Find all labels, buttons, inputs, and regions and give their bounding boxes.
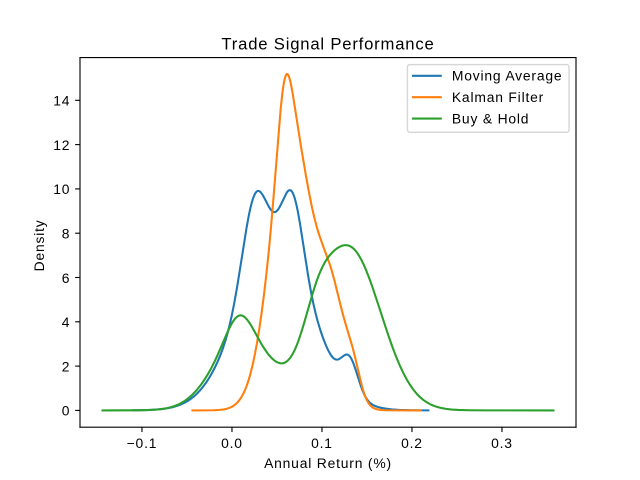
svg-text:Density: Density [31, 219, 47, 271]
svg-text:Moving Average: Moving Average [452, 68, 563, 84]
svg-text:6: 6 [62, 270, 71, 286]
svg-text:8: 8 [62, 225, 71, 241]
svg-text:14: 14 [53, 93, 70, 109]
svg-text:4: 4 [62, 314, 71, 330]
svg-text:0: 0 [62, 403, 71, 419]
svg-text:2: 2 [62, 358, 71, 374]
svg-text:0.0: 0.0 [221, 435, 243, 451]
svg-text:0.1: 0.1 [311, 435, 333, 451]
svg-text:−0.1: −0.1 [127, 435, 158, 451]
svg-text:0.2: 0.2 [401, 435, 423, 451]
svg-text:0.3: 0.3 [491, 435, 513, 451]
svg-text:12: 12 [53, 137, 70, 153]
svg-text:Buy & Hold: Buy & Hold [452, 110, 529, 126]
svg-text:Annual Return (%): Annual Return (%) [264, 455, 392, 471]
svg-text:Kalman Filter: Kalman Filter [452, 89, 544, 105]
svg-text:10: 10 [53, 181, 70, 197]
svg-text:Trade Signal Performance: Trade Signal Performance [221, 34, 434, 53]
